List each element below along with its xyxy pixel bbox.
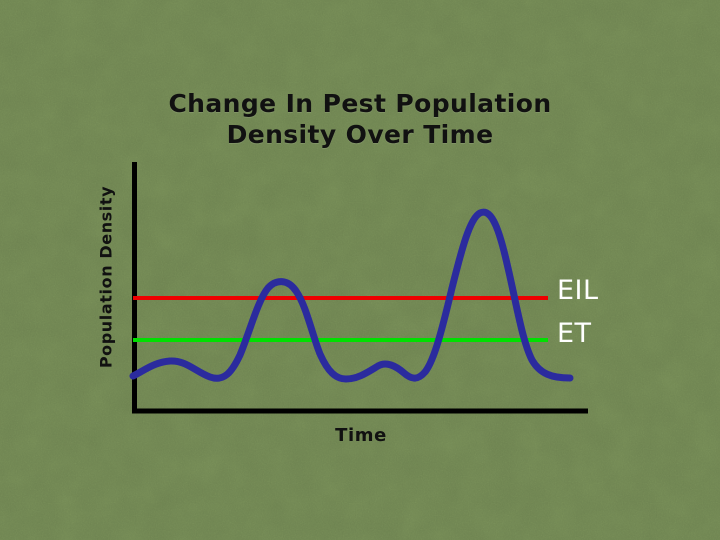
- eil-legend-label: EIL: [557, 275, 599, 306]
- pest-population-curve: [129, 208, 574, 383]
- et-legend-label: ET: [557, 318, 592, 349]
- x-axis-label: Time: [335, 425, 387, 446]
- page-title: Change In Pest Population Density Over T…: [168, 89, 552, 149]
